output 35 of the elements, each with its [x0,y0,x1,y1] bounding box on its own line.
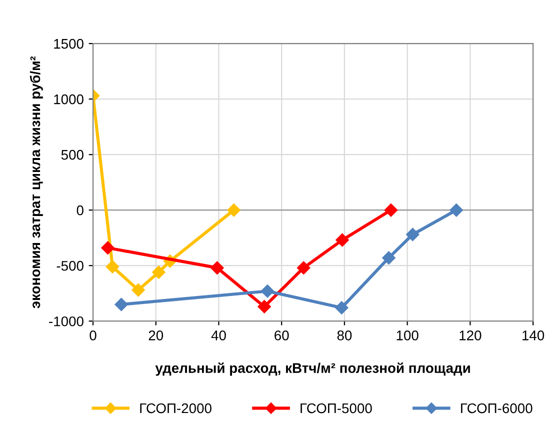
point [336,233,349,247]
y-tick-label: 0 [76,205,84,216]
point [406,228,420,242]
point [114,298,128,312]
y-axis-title: экономия затрат цикла жизни руб/м² [30,56,43,308]
point [210,261,224,274]
point [101,241,114,254]
point [260,284,274,298]
y-tick-label: -1000 [49,316,84,326]
point [335,301,348,314]
point [382,251,396,264]
point [258,300,271,314]
point [152,266,166,279]
y-tick-label: 1000 [54,94,84,104]
y-tick-label: -500 [56,260,84,271]
y-tick-label: 500 [61,150,84,160]
x-tick-label: 80 [337,330,352,340]
legend-label: ГСОП-6000 [461,403,532,414]
x-tick-label: 100 [396,330,418,340]
legend-label: ГСОП-2000 [140,403,212,414]
x-tick-label: 60 [274,330,289,340]
point [297,261,310,274]
point [106,260,120,274]
x-tick-label: 120 [460,330,482,340]
point [227,203,240,217]
legend-label: ГСОП-5000 [300,403,372,414]
point [450,203,463,217]
x-tick-label: 20 [148,330,164,340]
point [132,283,145,297]
x-axis-title: удельный расход, кВтч/м² полезной площади [155,362,470,376]
x-tick-label: 40 [211,330,226,340]
y-tick-label: 1500 [54,38,84,49]
x-tick-label: 140 [522,330,544,340]
point [384,203,398,217]
x-tick-label: 0 [90,330,96,340]
